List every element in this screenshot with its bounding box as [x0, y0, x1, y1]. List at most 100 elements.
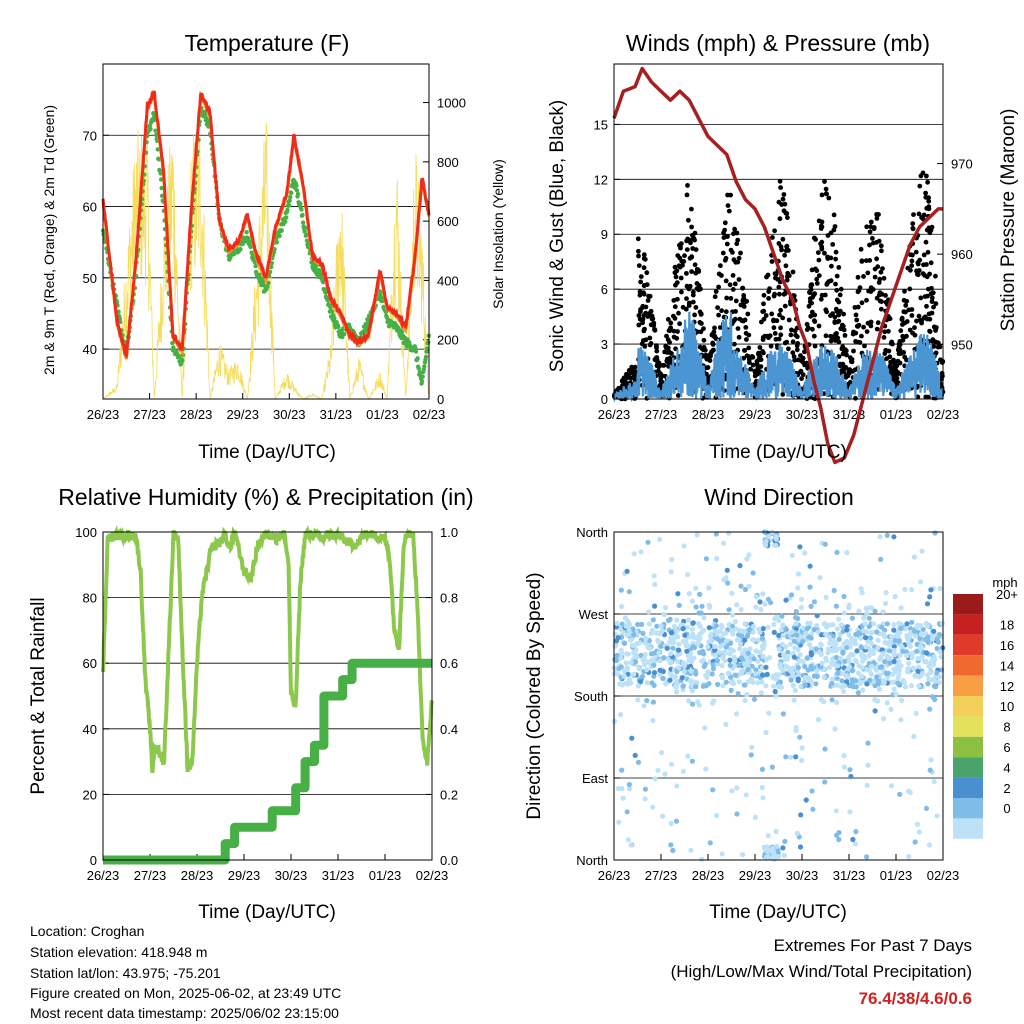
gust-point	[925, 249, 931, 255]
gust-point	[757, 345, 763, 350]
direction-point	[628, 637, 634, 643]
x-tick-label: 26/23	[87, 407, 120, 422]
gust-point	[834, 273, 840, 279]
direction-point	[802, 682, 808, 688]
gust-point	[682, 253, 687, 259]
direction-point	[923, 650, 930, 656]
direction-point	[859, 665, 865, 671]
direction-point	[695, 699, 701, 705]
direction-point	[727, 651, 733, 657]
direction-point	[671, 623, 678, 630]
direction-point	[727, 657, 733, 663]
direction-point	[846, 602, 852, 608]
direction-point	[934, 670, 940, 676]
gust-point	[692, 237, 697, 243]
direction-point	[831, 587, 837, 594]
gust-point	[638, 309, 643, 315]
direction-point	[785, 653, 791, 659]
gust-point	[914, 318, 919, 324]
direction-point	[684, 648, 690, 654]
direction-point	[939, 620, 946, 626]
direction-point	[624, 632, 630, 638]
direction-point	[789, 592, 795, 598]
direction-point	[713, 531, 719, 537]
gust-point	[748, 366, 753, 372]
direction-point	[901, 679, 907, 686]
gust-point	[879, 248, 884, 254]
gust-point	[845, 373, 851, 379]
gust-point	[642, 326, 647, 332]
gust-point	[802, 349, 807, 355]
direction-point	[865, 762, 871, 768]
direction-point	[902, 626, 908, 632]
gust-point	[761, 350, 766, 356]
direction-point	[842, 658, 848, 664]
direction-point	[639, 673, 646, 680]
gust-point	[692, 262, 698, 268]
dewpoint-point	[253, 263, 258, 269]
direction-point	[866, 624, 872, 630]
direction-point	[675, 652, 681, 658]
direction-point	[644, 698, 650, 704]
direction-point	[745, 659, 751, 666]
direction-point	[896, 681, 902, 687]
direction-point	[861, 614, 867, 620]
colorbar-label: 8	[1003, 720, 1010, 735]
gust-point	[872, 274, 878, 280]
gust-point	[921, 252, 927, 258]
gust-point	[909, 263, 915, 268]
direction-point	[686, 591, 692, 597]
gust-point	[832, 319, 838, 325]
y-tick-label-right: 0	[437, 392, 444, 407]
direction-point	[915, 655, 921, 662]
direction-point	[705, 644, 711, 650]
gust-point	[823, 191, 829, 197]
direction-point	[738, 606, 744, 613]
direction-point	[770, 851, 777, 857]
direction-point	[814, 623, 820, 629]
direction-point	[823, 594, 829, 601]
gust-point	[897, 349, 903, 355]
direction-point	[760, 653, 766, 660]
gust-point	[685, 183, 690, 188]
gust-point	[741, 355, 747, 361]
direction-point	[696, 621, 702, 627]
direction-point	[912, 633, 919, 639]
direction-point	[779, 613, 785, 619]
direction-point	[763, 683, 769, 689]
gust-point	[658, 376, 664, 381]
gust-point	[777, 178, 783, 184]
direction-point	[904, 653, 910, 659]
direction-point	[639, 621, 645, 628]
direction-point	[759, 672, 766, 678]
gust-point	[654, 355, 660, 360]
gust-point	[731, 231, 736, 237]
direction-point	[723, 679, 729, 685]
gust-point	[690, 292, 696, 298]
direction-point	[937, 632, 943, 638]
x-tick-label: 29/23	[739, 868, 772, 883]
gust-point	[734, 241, 740, 247]
y-tick-label-left: 3	[601, 337, 608, 352]
direction-point	[676, 665, 682, 671]
direction-point	[662, 605, 669, 611]
direction-point	[822, 541, 828, 547]
direction-point	[911, 733, 917, 740]
direction-point	[884, 700, 890, 706]
direction-point	[821, 674, 827, 680]
gust-point	[710, 348, 716, 353]
gust-point	[834, 308, 840, 314]
direction-point	[753, 671, 759, 677]
direction-point	[855, 690, 861, 696]
gust-point	[678, 275, 684, 281]
direction-point	[847, 809, 853, 815]
direction-point	[839, 678, 845, 684]
y-tick-label-left: 6	[601, 282, 608, 297]
gust-point	[786, 317, 792, 323]
direction-point	[657, 536, 663, 543]
gust-point	[917, 183, 923, 189]
direction-point	[797, 544, 803, 550]
direction-point	[884, 532, 890, 539]
direction-point	[631, 632, 637, 638]
temperature-plot: 26/23 27/23 28/23 29/23 30/23 31/23 01/23 02/23…	[83, 89, 466, 422]
